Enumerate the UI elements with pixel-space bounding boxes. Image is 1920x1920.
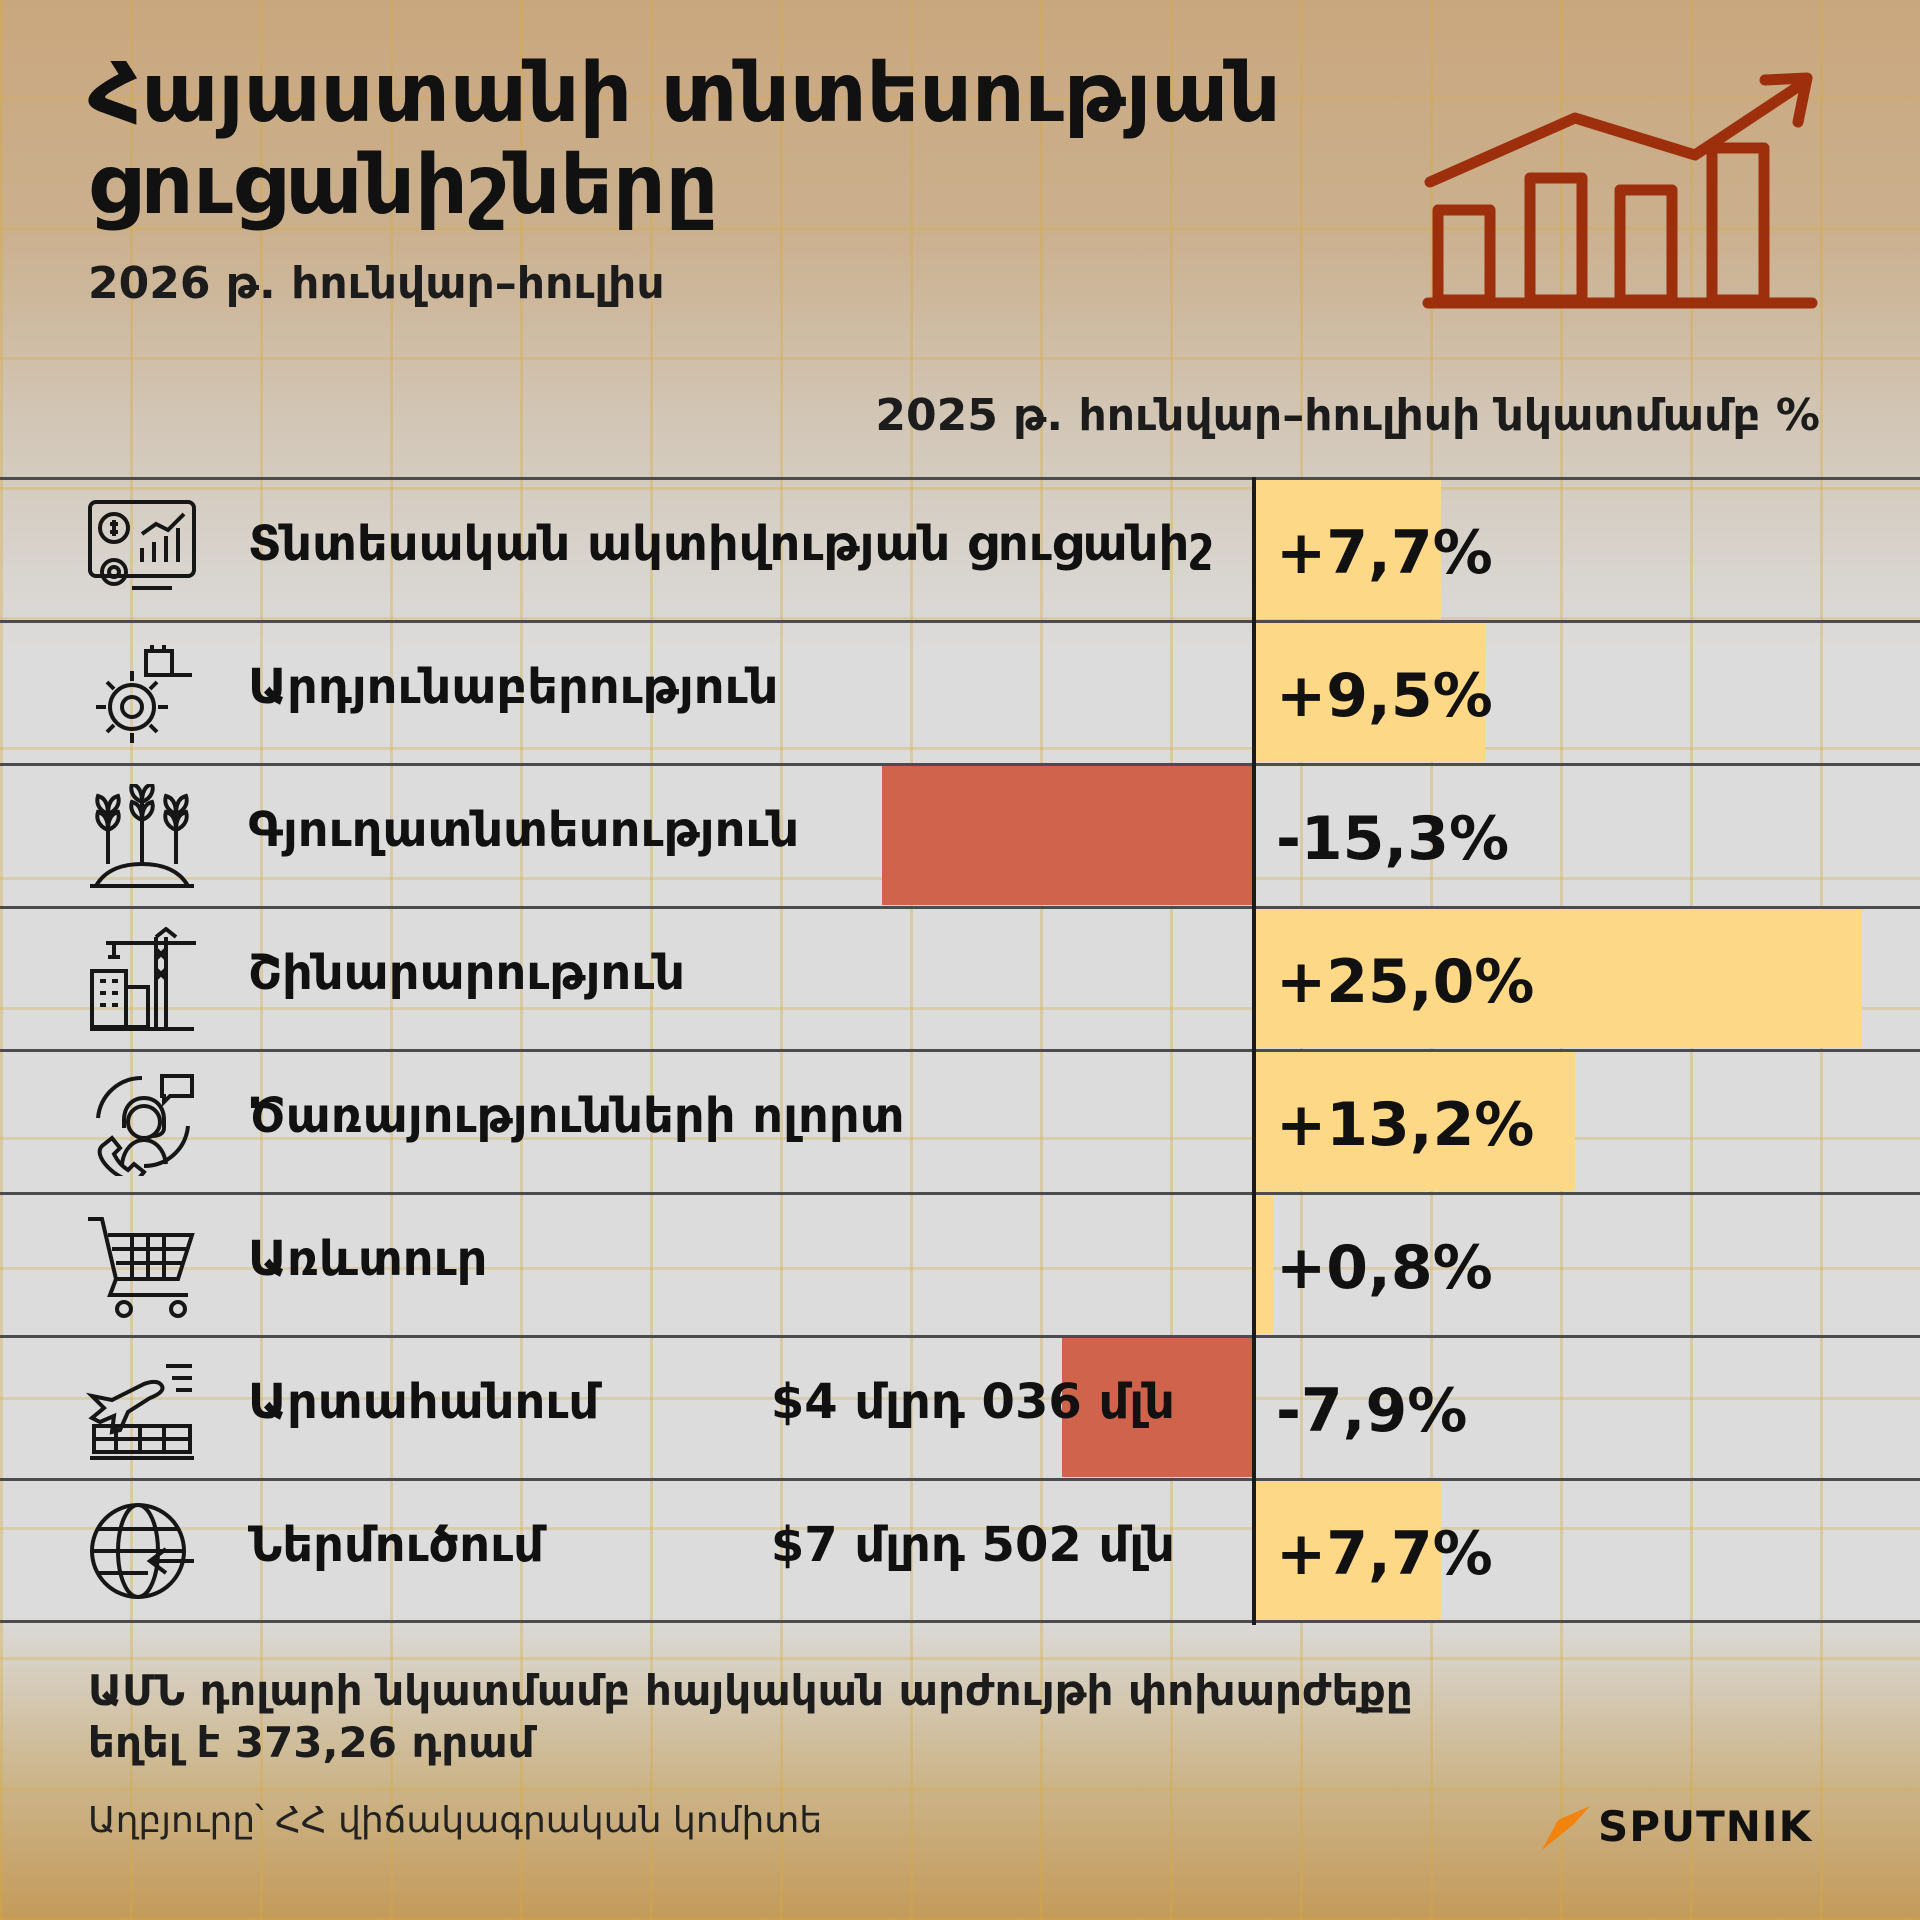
category-label: Ներմուծում <box>248 1517 544 1573</box>
value-label: -15,3% <box>1276 804 1510 874</box>
table-row: Առևտուր +0,8% <box>0 1192 1920 1334</box>
positive-bar <box>1254 480 1442 619</box>
customer-service-icon <box>86 1070 198 1185</box>
table-row: Գյուղատնտեսություն -15,3% <box>0 763 1920 905</box>
table-row: Արդյունաբերություն +9,5% <box>0 620 1920 762</box>
value-label: +7,7% <box>1276 518 1493 588</box>
wheat-crops-icon <box>86 781 198 890</box>
growth-chart-icon <box>1422 72 1818 309</box>
cargo-export-plane-icon <box>85 1356 198 1462</box>
category-label: Տնտեսական ակտիվության ցուցանիշ <box>248 516 1213 572</box>
table-row: Ներմուծում $7 մլրդ 502 մլն +7,7% <box>0 1478 1920 1623</box>
sputnik-brand: SPUTNIK <box>1538 1796 1812 1856</box>
table-row: Ծառայությունների ոլորտ +13,2% <box>0 1049 1920 1191</box>
table-row: Տնտեսական ակտիվության ցուցանիշ +7,7% <box>0 477 1920 619</box>
value-label: +9,5% <box>1276 661 1493 731</box>
dashboard-chart-icon <box>86 498 198 604</box>
category-label: Գյուղատնտեսություն <box>248 802 800 858</box>
globe-import-arrow-icon <box>86 1499 198 1605</box>
exchange-rate-line-1: ԱՄՆ դոլարի նկատմամբ հայկական արժույթի փո… <box>88 1666 1413 1715</box>
amount-label: $7 մլրդ 502 մլն <box>770 1517 1175 1573</box>
value-label: -7,9% <box>1276 1376 1468 1446</box>
positive-bar <box>1254 1195 1274 1334</box>
zero-axis <box>1252 477 1256 1625</box>
category-label: Արտահանում <box>248 1374 600 1430</box>
positive-bar <box>1254 1481 1442 1620</box>
exchange-rate-line-2: եղել է 373,26 դրամ <box>88 1718 535 1767</box>
indicators-table: Տնտեսական ակտիվության ցուցանիշ +7,7% Արդյո… <box>0 477 1920 1625</box>
negative-bar <box>882 766 1254 905</box>
category-label: Ծառայությունների ոլորտ <box>248 1088 905 1144</box>
brand-name: SPUTNIK <box>1598 1801 1813 1851</box>
value-label: +7,7% <box>1276 1519 1493 1589</box>
amount-label: $4 մլրդ 036 մլն <box>770 1374 1175 1430</box>
sputnik-logo-icon <box>1542 1806 1590 1850</box>
exchange-rate-note: ԱՄՆ դոլարի նկատմամբ հայկական արժույթի փո… <box>88 1665 1413 1769</box>
negative-bar <box>1062 1338 1254 1477</box>
table-row: Շինարարություն +25,0% <box>0 906 1920 1048</box>
positive-bar <box>1254 623 1485 762</box>
category-label: Շինարարություն <box>248 945 686 1001</box>
value-label: +0,8% <box>1276 1233 1493 1303</box>
positive-bar <box>1254 909 1862 1048</box>
gear-factory-icon <box>86 641 198 747</box>
positive-bar <box>1254 1052 1575 1191</box>
value-label: +13,2% <box>1276 1090 1535 1160</box>
title-line-2: ցուցանիշները <box>88 138 719 233</box>
shopping-cart-icon <box>86 1213 198 1319</box>
category-label: Արդյունաբերություն <box>248 659 779 715</box>
period-subtitle: 2026 թ. հունվար–հուլիս <box>88 258 665 309</box>
table-row: Արտահանում $4 մլրդ 036 մլն -7,9% <box>0 1335 1920 1477</box>
page-title: Հայաստանի տնտեսության ցուցանիշները <box>88 48 1281 232</box>
column-header: 2025 թ. հունվար–հուլիսի նկատմամբ % <box>875 390 1820 441</box>
construction-crane-icon <box>86 926 198 1033</box>
category-label: Առևտուր <box>248 1231 488 1287</box>
value-label: +25,0% <box>1276 947 1535 1017</box>
source-note: Աղբյուրը՝ ՀՀ վիճակագրական կոմիտե <box>88 1800 823 1841</box>
title-line-1: Հայաստանի տնտեսության <box>88 46 1281 141</box>
